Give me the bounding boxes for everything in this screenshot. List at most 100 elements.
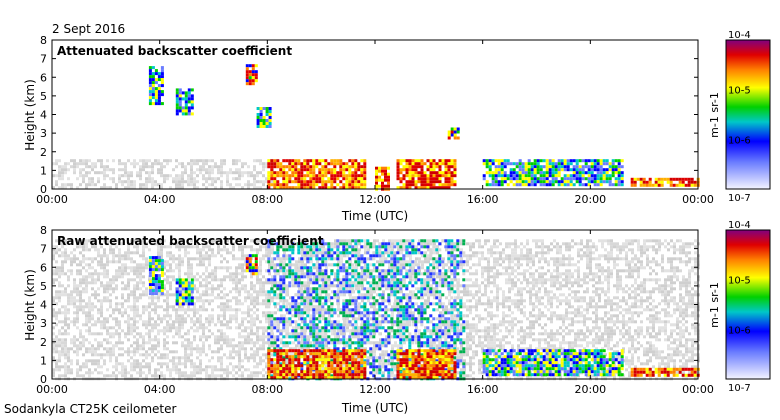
heatmap-cell	[388, 239, 391, 243]
heatmap-cell	[160, 69, 164, 73]
panel-attenuated-backscatter: Attenuated backscatter coefficient 01234…	[23, 30, 771, 223]
heatmap-cell	[448, 290, 451, 294]
heatmap-cell	[259, 371, 262, 375]
heatmap-cell	[429, 168, 433, 172]
heatmap-cell	[223, 159, 226, 163]
heatmap-cell	[205, 299, 208, 303]
heatmap-cell	[130, 317, 133, 321]
heatmap-cell	[439, 323, 442, 327]
heatmap-cell	[193, 302, 196, 306]
heatmap-cell	[142, 269, 145, 273]
heatmap-cell	[166, 323, 169, 327]
heatmap-cell	[327, 168, 331, 172]
heatmap-cell	[160, 174, 163, 178]
heatmap-cell	[133, 341, 136, 345]
heatmap-cell	[273, 159, 277, 163]
heatmap-cell	[304, 281, 307, 285]
heatmap-cell	[599, 180, 603, 184]
heatmap-cell	[367, 287, 370, 291]
heatmap-cell	[148, 317, 151, 321]
heatmap-cell	[229, 356, 232, 360]
heatmap-cell	[55, 368, 58, 372]
heatmap-cell	[270, 162, 274, 166]
heatmap-cell	[85, 281, 88, 285]
heatmap-cell	[199, 359, 202, 363]
heatmap-cell	[184, 338, 187, 342]
heatmap-cell	[373, 284, 376, 288]
heatmap-cell	[524, 174, 528, 178]
heatmap-cell	[223, 278, 226, 282]
heatmap-cell	[545, 168, 549, 172]
heatmap-cell	[205, 245, 208, 249]
heatmap-cell	[515, 162, 519, 166]
heatmap-cell	[217, 350, 220, 354]
heatmap-cell	[154, 326, 157, 330]
heatmap-cell	[277, 302, 280, 306]
heatmap-cell	[339, 168, 343, 172]
heatmap-cell	[202, 165, 205, 169]
heatmap-cell	[103, 263, 106, 267]
heatmap-cell	[309, 180, 313, 184]
heatmap-cell	[196, 290, 199, 294]
heatmap-cell	[235, 311, 238, 315]
heatmap-cell	[148, 180, 151, 184]
heatmap-cell	[318, 186, 322, 190]
heatmap-cell	[248, 73, 252, 77]
heatmap-cell	[435, 165, 439, 169]
heatmap-cell	[563, 168, 567, 172]
heatmap-cell	[112, 347, 115, 351]
heatmap-cell	[127, 353, 130, 357]
heatmap-cell	[166, 326, 169, 330]
heatmap-cell	[247, 290, 250, 294]
heatmap-cell	[424, 302, 427, 306]
heatmap-cell	[605, 177, 609, 181]
heatmap-cell	[64, 350, 67, 354]
heatmap-cell	[450, 180, 454, 184]
heatmap-cell	[160, 257, 163, 261]
heatmap-cell	[154, 87, 158, 91]
heatmap-cell	[298, 272, 301, 276]
heatmap-cell	[527, 177, 531, 181]
heatmap-cell	[346, 326, 349, 330]
heatmap-cell	[357, 168, 361, 172]
heatmap-cell	[151, 93, 155, 97]
heatmap-cell	[364, 311, 367, 315]
heatmap-cell	[217, 338, 220, 342]
heatmap-cell	[355, 287, 358, 291]
heatmap-cell	[181, 242, 184, 246]
heatmap-cell	[328, 338, 331, 342]
heatmap-cell	[142, 365, 145, 369]
heatmap-cell	[220, 186, 223, 190]
heatmap-cell	[306, 168, 310, 172]
heatmap-cell	[241, 245, 244, 249]
colorbar-tick-label: 10-4	[728, 30, 751, 41]
heatmap-cell	[178, 329, 181, 333]
heatmap-cell	[444, 186, 448, 190]
heatmap-cell	[415, 278, 418, 282]
heatmap-cell	[121, 371, 124, 375]
heatmap-cell	[133, 308, 136, 312]
heatmap-cell	[142, 254, 145, 258]
heatmap-cell	[127, 296, 130, 300]
heatmap-cell	[527, 165, 531, 169]
heatmap-cell	[654, 183, 658, 187]
heatmap-cell	[333, 171, 337, 175]
heatmap-cell	[55, 248, 58, 252]
heatmap-cell	[605, 159, 609, 163]
heatmap-cell	[151, 350, 154, 354]
heatmap-cell	[411, 174, 415, 178]
heatmap-cell	[382, 254, 385, 258]
heatmap-cell	[217, 242, 220, 246]
heatmap-cell	[358, 302, 361, 306]
heatmap-cell	[409, 290, 412, 294]
heatmap-cell	[268, 248, 271, 252]
heatmap-cell	[256, 278, 259, 282]
heatmap-cell	[397, 299, 400, 303]
heatmap-cell	[148, 239, 151, 243]
heatmap-cell	[250, 245, 253, 249]
heatmap-cell	[569, 168, 573, 172]
heatmap-cell	[166, 341, 169, 345]
heatmap-cell	[175, 112, 179, 116]
heatmap-cell	[253, 317, 256, 321]
heatmap-cell	[175, 177, 178, 181]
